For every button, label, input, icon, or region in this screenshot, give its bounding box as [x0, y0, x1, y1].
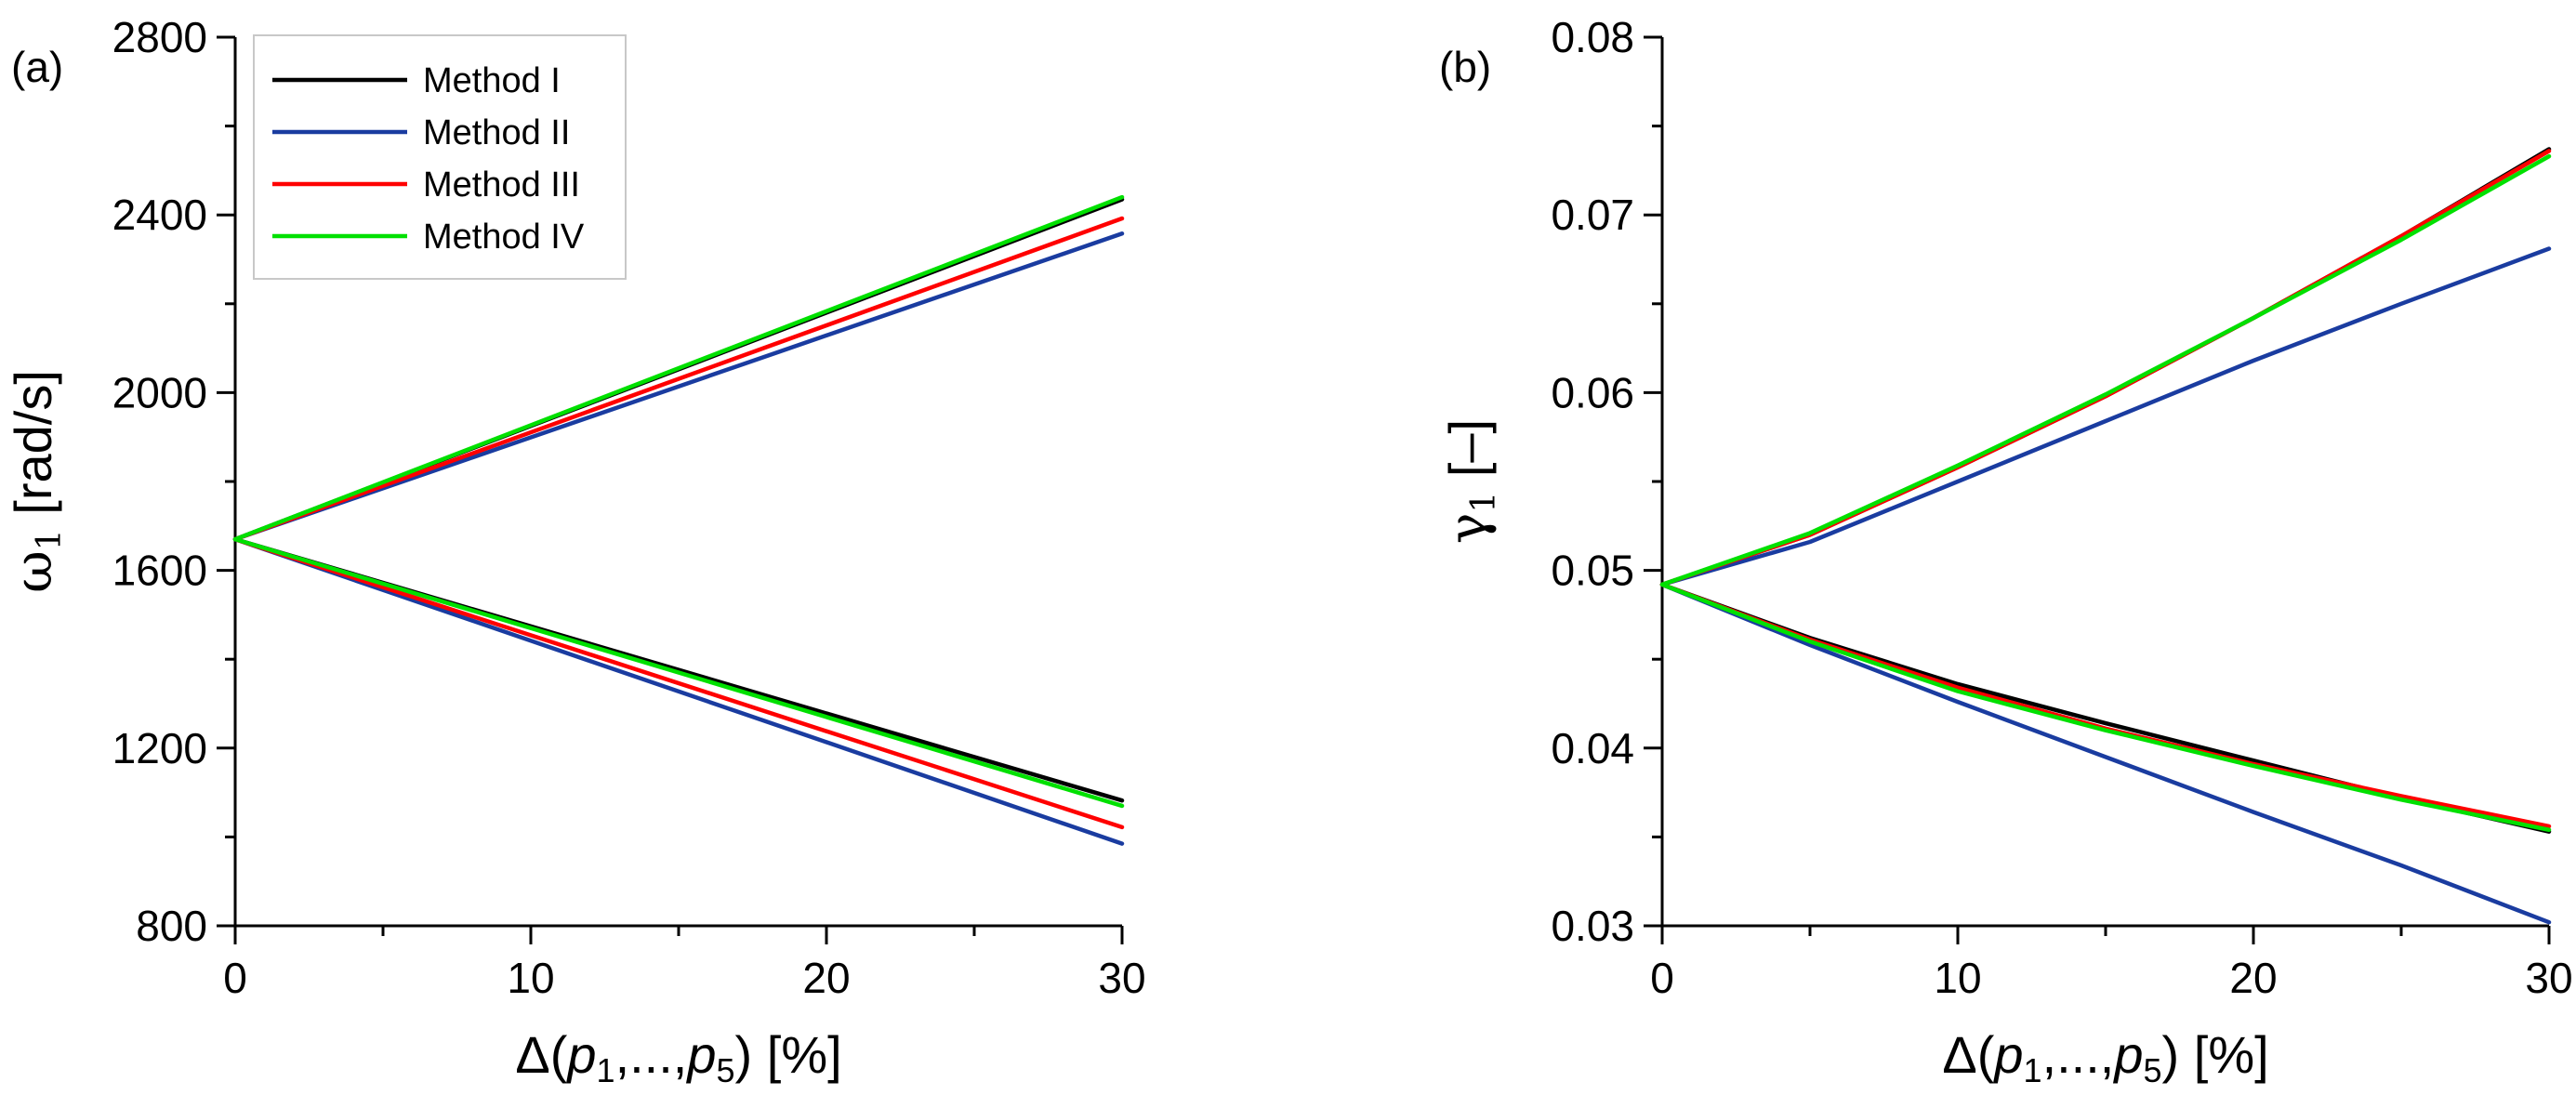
y-axis-title-unit: [rad/s] [4, 370, 62, 529]
x-axis-title-lead: Δ( [515, 1025, 567, 1084]
y-tick-label: 0.03 [1551, 902, 1634, 950]
x-axis-title-mid: ,..., [2042, 1025, 2115, 1084]
x-axis-title-mid: ,..., [615, 1025, 688, 1084]
x-axis-title-p5: p [2112, 1025, 2143, 1084]
x-axis-title: Δ(p1,...,p5) [%] [515, 1025, 841, 1089]
x-tick-label: 30 [1098, 954, 1145, 1002]
panel-a: 0 10 20 3080012001600200024002800(a)Δ(p1,..… [4, 13, 1146, 1089]
y-axis-title-symbol: γ [1438, 513, 1499, 544]
x-axis-title-p5: p [685, 1025, 716, 1084]
x-axis-title-sub1: 1 [597, 1051, 615, 1089]
x-axis-title-sub5: 5 [717, 1051, 735, 1089]
y-tick-label: 2000 [112, 368, 207, 416]
x-axis-title-sub5: 5 [2144, 1051, 2162, 1089]
x-tick-label: 10 [1934, 954, 1981, 1002]
series-method-i-upper-line [1659, 147, 2552, 587]
series-method-iii-lower-line [1659, 582, 2552, 829]
x-axis-title-p1: p [1992, 1025, 2023, 1084]
series-method-iv-upper-line [232, 194, 1125, 542]
series-method-ii-upper-line [1659, 246, 2552, 587]
legend-label: Method I [423, 61, 561, 100]
y-axis-title-sub: 1 [1465, 492, 1503, 513]
x-axis-title-tail: ) [%] [735, 1025, 842, 1084]
y-axis-title-sub: 1 [31, 529, 69, 550]
y-tick-label: 1200 [112, 724, 207, 772]
legend-label: Method III [423, 165, 580, 204]
series-method-iii-lower-line [232, 536, 1125, 830]
y-tick-label: 0.06 [1551, 368, 1634, 416]
y-tick-label: 0.08 [1551, 13, 1634, 61]
series-method-iii-upper-line [232, 216, 1125, 542]
series-method-iv-lower-line [232, 536, 1125, 809]
x-axis-title-p1: p [565, 1025, 596, 1084]
series-method-i-lower-line [1659, 582, 2552, 834]
series-method-iii-upper-line [1659, 149, 2552, 587]
y-axis-title: γ1 [–] [1438, 419, 1503, 544]
series-method-ii-lower-line [1659, 582, 2552, 925]
y-tick-label: 0.04 [1551, 724, 1634, 772]
x-tick-label: 20 [802, 954, 850, 1002]
y-axis-title-symbol: ω [4, 550, 64, 593]
x-tick-label: 30 [2525, 954, 2572, 1002]
panel-label: (b) [1439, 43, 1491, 91]
y-tick-label: 2400 [112, 191, 207, 239]
y-axis-title-unit: [–] [1438, 419, 1497, 492]
x-tick-label: 10 [507, 954, 554, 1002]
series-method-ii-lower-line [232, 536, 1125, 846]
y-axis-title: ω1 [rad/s] [4, 370, 69, 593]
x-tick-label: 0 [1650, 954, 1674, 1002]
x-axis-title-tail: ) [%] [2162, 1025, 2269, 1084]
series-method-iv-upper-line [1659, 153, 2552, 587]
y-tick-label: 800 [136, 902, 207, 950]
y-tick-label: 1600 [112, 547, 207, 595]
y-tick-label: 0.05 [1551, 547, 1634, 595]
series-method-iv-lower-line [1659, 582, 2552, 833]
series-method-ii-upper-line [232, 231, 1125, 542]
y-tick-label: 0.07 [1551, 191, 1634, 239]
x-axis-title: Δ(p1,...,p5) [%] [1942, 1025, 2268, 1089]
legend-box [253, 34, 627, 280]
y-tick-label: 2800 [112, 13, 207, 61]
legend-label: Method IV [423, 218, 585, 257]
panel-b: 0 10 20 300.030.040.050.060.070.08(b)Δ(p1,.… [1438, 13, 2573, 1089]
x-tick-label: 20 [2229, 954, 2277, 1002]
x-tick-label: 0 [223, 954, 247, 1002]
x-axis-title-lead: Δ( [1942, 1025, 1994, 1084]
panel-label: (a) [11, 43, 63, 91]
legend-label: Method II [423, 113, 570, 152]
x-axis-title-sub1: 1 [2024, 1051, 2042, 1089]
